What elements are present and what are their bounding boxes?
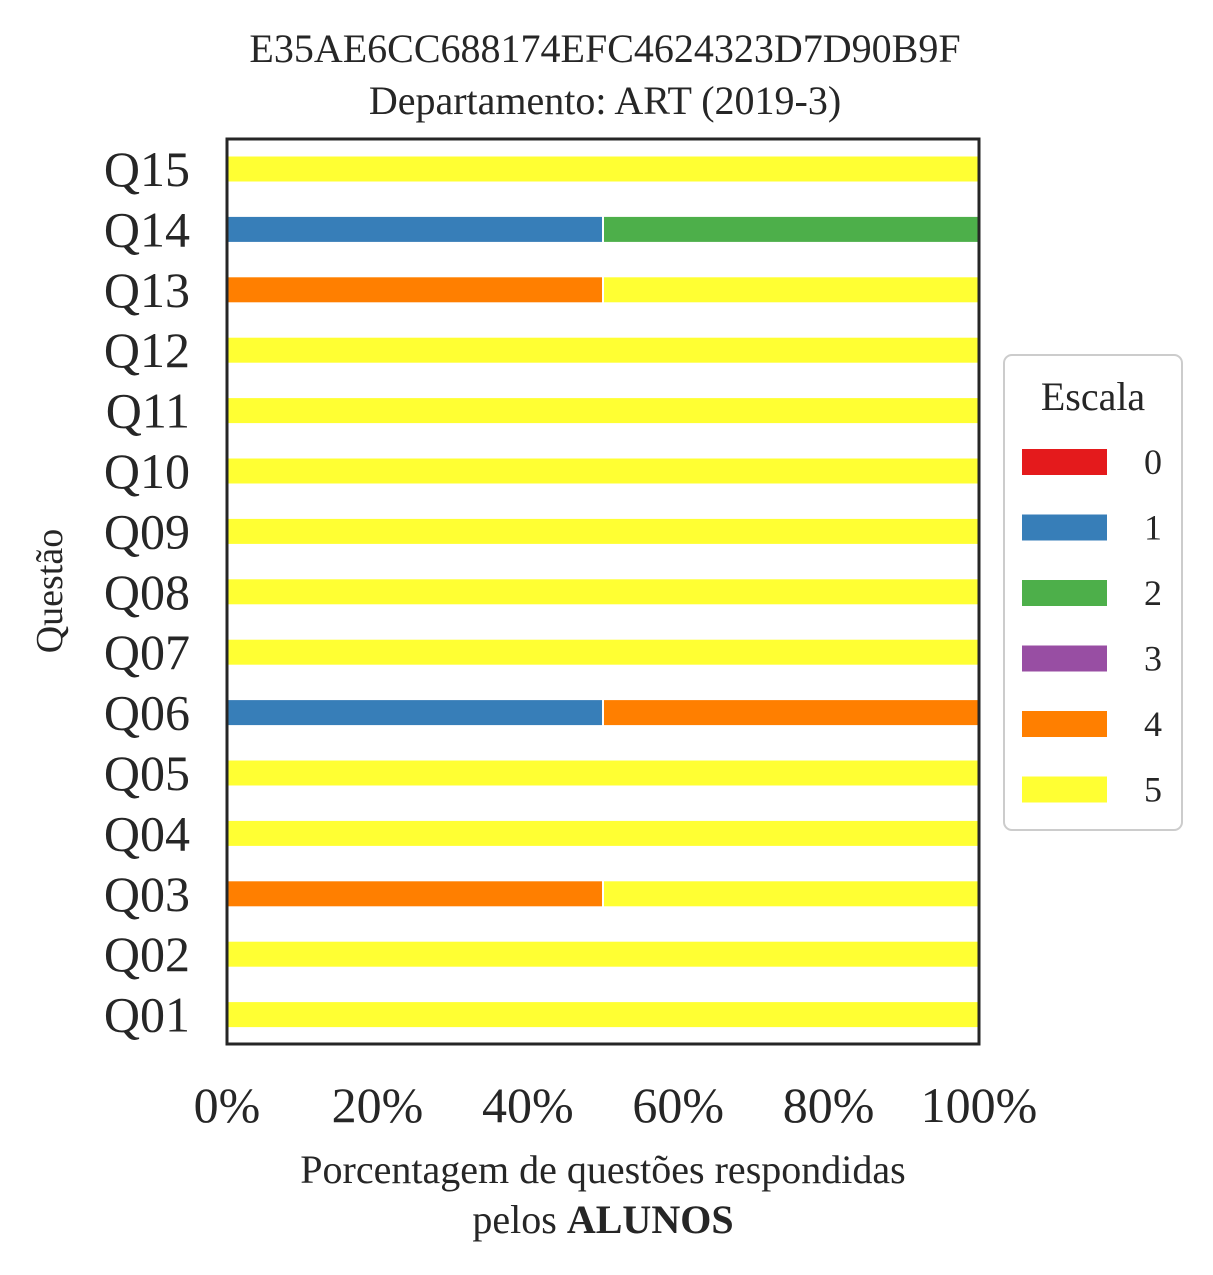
bar-q10-scale-5 — [226, 456, 980, 486]
legend-swatch-0 — [1022, 449, 1107, 475]
bar-q06-scale-4 — [602, 698, 980, 728]
y-tick-q13: Q13 — [104, 262, 190, 318]
bar-q02-scale-5 — [226, 939, 980, 969]
x-tick-labels: 0% 20% 40% 60% 80% 100% — [194, 1077, 1038, 1133]
legend-label-1: 1 — [1144, 508, 1162, 548]
x-tick-60: 60% — [632, 1077, 724, 1133]
x-axis-label-prefix: pelos — [472, 1197, 566, 1242]
bar-q12-scale-5 — [226, 335, 980, 365]
x-tick-80: 80% — [783, 1077, 875, 1133]
chart-subtitle: Departamento: ART (2019-3) — [369, 78, 841, 123]
legend-swatch-2 — [1022, 580, 1107, 606]
y-tick-q06: Q06 — [104, 685, 190, 741]
y-tick-q01: Q01 — [104, 987, 190, 1043]
bar-q14-scale-2 — [602, 214, 980, 244]
y-tick-q10: Q10 — [104, 443, 190, 499]
x-tick-40: 40% — [482, 1077, 574, 1133]
legend-items: 0 1 2 3 4 5 — [1022, 442, 1162, 810]
x-tick-0: 0% — [194, 1077, 261, 1133]
legend-swatch-3 — [1022, 645, 1107, 672]
legend-label-4: 4 — [1144, 704, 1162, 744]
y-tick-q09: Q09 — [104, 503, 190, 559]
legend-swatch-5 — [1022, 776, 1107, 803]
x-tick-100: 100% — [921, 1077, 1038, 1133]
x-axis-label: Porcentagem de questões respondidas — [300, 1147, 905, 1192]
legend: Escala 0 1 2 3 4 5 — [1003, 354, 1183, 831]
y-tick-q07: Q07 — [104, 624, 190, 680]
bar-q06-scale-1 — [226, 698, 604, 728]
x-axis-label-bold: ALUNOS — [567, 1197, 734, 1242]
bars-group — [226, 154, 980, 1030]
y-tick-labels: Q01Q02Q03Q04Q05Q06Q07Q08Q09Q10Q11Q12Q13Q… — [104, 141, 190, 1043]
plot-frame — [225, 137, 981, 1046]
chart-title: E35AE6CC688174EFC4624323D7D90B9F — [249, 26, 960, 71]
bar-q11-scale-5 — [226, 396, 980, 426]
y-tick-q15: Q15 — [104, 141, 190, 197]
y-axis-label: Questão — [29, 529, 71, 654]
bar-q13-scale-4 — [226, 275, 604, 305]
bar-q15-scale-5 — [226, 154, 980, 184]
y-tick-q05: Q05 — [104, 745, 190, 801]
x-tick-20: 20% — [332, 1077, 424, 1133]
bar-q01-scale-5 — [226, 1000, 980, 1030]
y-tick-q11: Q11 — [106, 383, 190, 439]
legend-label-2: 2 — [1144, 573, 1162, 613]
legend-title: Escala — [1041, 374, 1146, 419]
bar-q13-scale-5 — [602, 275, 980, 305]
y-tick-q08: Q08 — [104, 564, 190, 620]
legend-swatch-1 — [1022, 514, 1107, 541]
legend-label-0: 0 — [1144, 442, 1162, 482]
y-tick-q14: Q14 — [104, 201, 190, 257]
y-tick-q02: Q02 — [104, 926, 190, 982]
legend-label-5: 5 — [1144, 770, 1162, 810]
bar-q07-scale-5 — [226, 637, 980, 667]
bar-q08-scale-5 — [226, 577, 980, 607]
y-tick-q04: Q04 — [104, 805, 190, 861]
y-tick-q12: Q12 — [104, 322, 190, 378]
x-axis-label-line2: pelos ALUNOS — [472, 1197, 733, 1242]
y-tick-q03: Q03 — [104, 866, 190, 922]
bar-q04-scale-5 — [226, 818, 980, 848]
bar-q03-scale-5 — [602, 879, 980, 909]
bar-q09-scale-5 — [226, 516, 980, 546]
bar-q03-scale-4 — [226, 879, 604, 909]
bar-q05-scale-5 — [226, 758, 980, 788]
legend-label-3: 3 — [1144, 639, 1162, 679]
legend-swatch-4 — [1022, 711, 1107, 737]
bar-q14-scale-1 — [226, 214, 604, 244]
